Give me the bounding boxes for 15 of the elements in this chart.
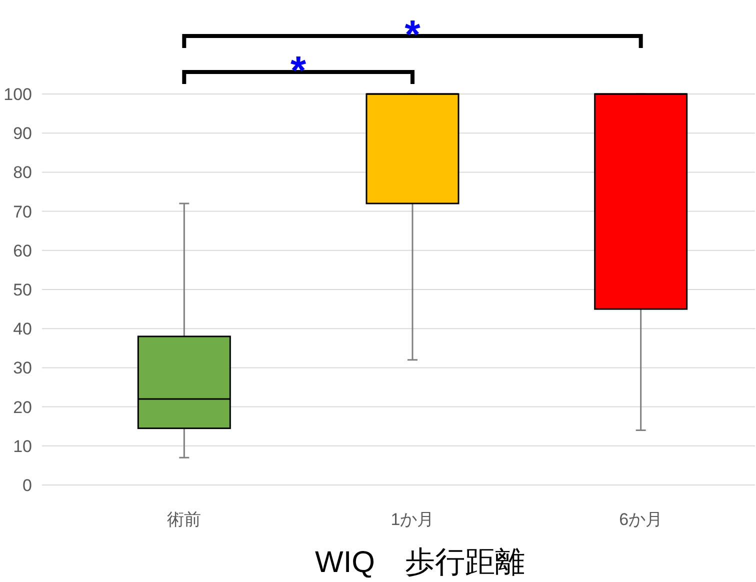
x-axis-title: WIQ 歩行距離 xyxy=(315,546,525,579)
y-tick-label: 30 xyxy=(13,358,32,378)
y-tick-label: 60 xyxy=(13,241,32,260)
y-tick-label: 50 xyxy=(13,280,32,300)
y-tick-label: 90 xyxy=(13,124,32,144)
y-tick-label: 10 xyxy=(13,436,32,456)
x-tick-label: 術前 xyxy=(167,510,202,529)
y-tick-label: 20 xyxy=(13,398,32,417)
x-tick-label: 1か月 xyxy=(390,510,434,529)
y-tick-label: 100 xyxy=(4,85,32,104)
y-tick-label: 70 xyxy=(13,202,32,222)
y-tick-label: 40 xyxy=(13,320,32,339)
y-tick-label: 0 xyxy=(22,476,32,495)
y-tick-label: 80 xyxy=(13,163,32,182)
x-tick-label: 6か月 xyxy=(619,510,663,529)
